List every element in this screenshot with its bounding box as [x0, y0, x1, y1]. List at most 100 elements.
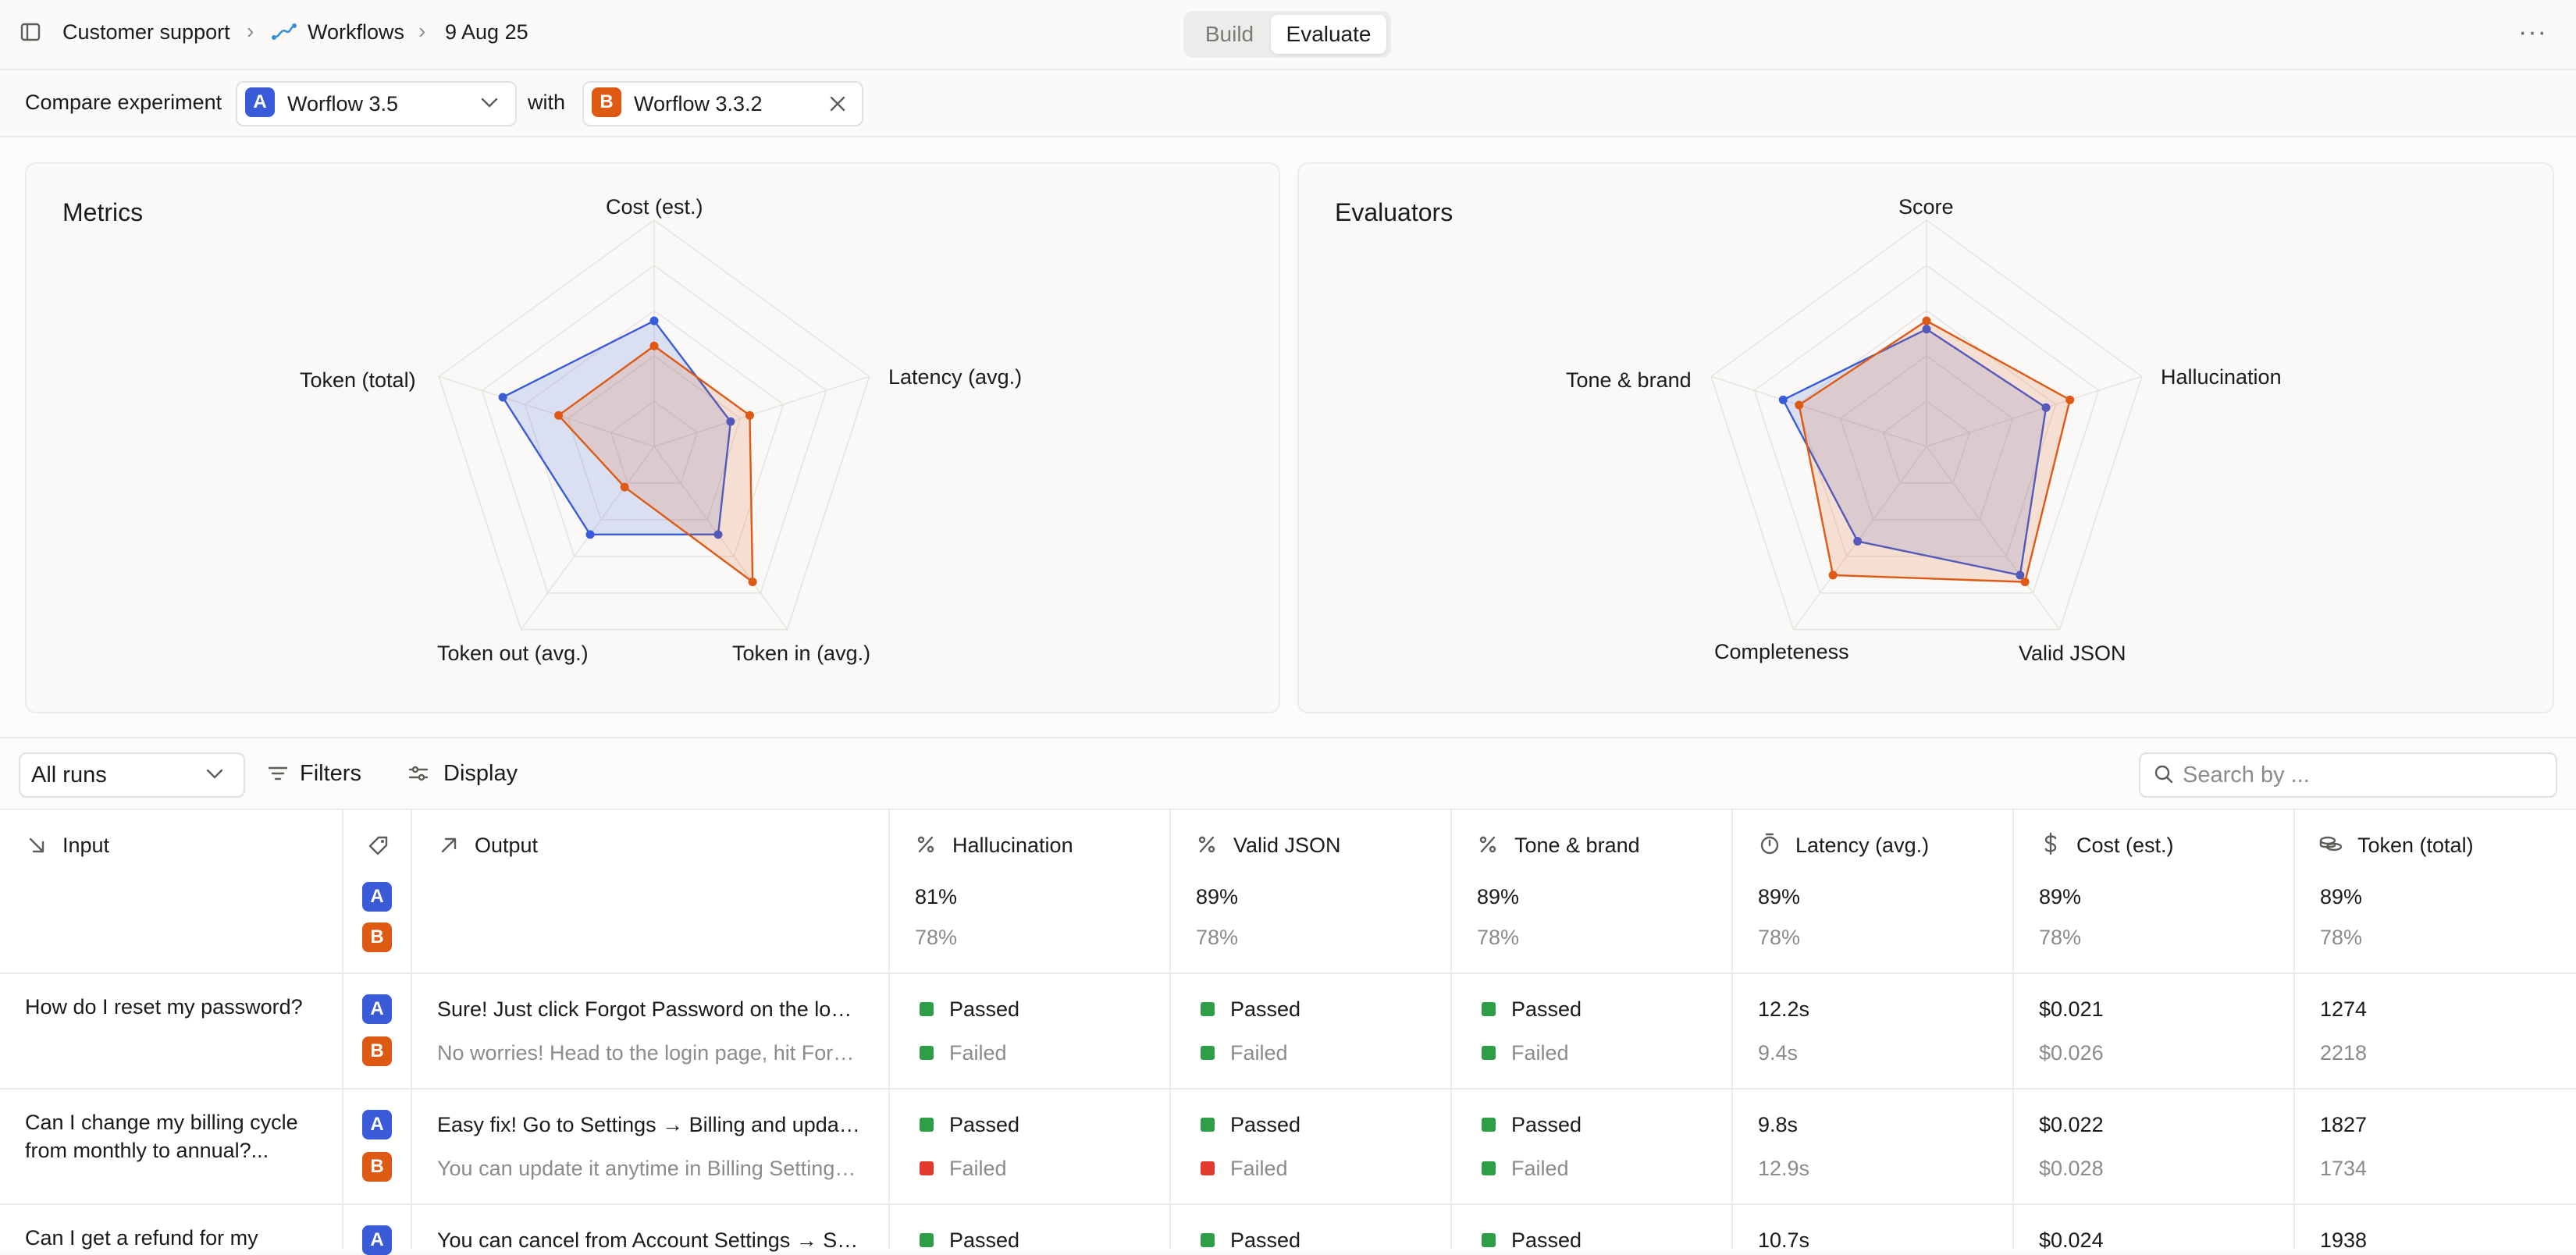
radar-point-b [1828, 571, 1838, 580]
radar-point-b [649, 341, 659, 350]
row-cost-b: $0.028 [2039, 1157, 2104, 1180]
coins-icon [2318, 834, 2343, 859]
series-a-tag: A [362, 994, 392, 1024]
runs-select[interactable]: All runs [19, 752, 245, 798]
series-b-tag: B [362, 923, 392, 952]
row-divider [0, 1203, 2576, 1205]
tag-icon [367, 834, 390, 861]
mode-switch: Build Evaluate [1183, 11, 1391, 58]
row-tone-a: Passed [1511, 1228, 1582, 1252]
series-b-tag: B [362, 1152, 392, 1182]
row-hallucination-a: Passed [949, 1113, 1020, 1136]
table-row[interactable] [0, 974, 2576, 1088]
summary-b-cost: 78% [2039, 926, 2082, 949]
percent-icon [1477, 834, 1499, 859]
with-label: with [528, 91, 566, 114]
radar-axis-line [520, 446, 655, 631]
column-header-output[interactable]: Output [475, 834, 539, 857]
close-icon[interactable] [827, 94, 848, 118]
column-header-valid-json[interactable]: Valid JSON [1233, 834, 1341, 857]
axis-label-tone: Tone & brand [1566, 368, 1692, 392]
column-header-input[interactable]: Input [62, 834, 110, 857]
row-divider [0, 1088, 2576, 1090]
radar-point-b [748, 578, 757, 587]
radar-point-a [1853, 537, 1863, 546]
row-latency-b: 9.4s [1758, 1041, 1799, 1065]
filters-button[interactable]: Filters [264, 754, 381, 793]
row-output-b: No worries! Head to the login page, hit … [437, 1041, 863, 1065]
row-input: Can I get a refund for my [25, 1226, 258, 1250]
filter-icon [267, 763, 289, 787]
col-divider [1731, 809, 1733, 1249]
status-dot-failed [920, 1161, 934, 1175]
table-row[interactable] [0, 1090, 2576, 1203]
runs-table [0, 809, 2576, 1250]
display-button[interactable]: Display [404, 754, 529, 793]
stopwatch-icon [1758, 832, 1781, 859]
radar-axis-line [653, 375, 870, 447]
row-input: How do I reset my password? [25, 995, 303, 1019]
experiment-a-name: Worflow 3.5 [287, 92, 399, 116]
tab-evaluate[interactable]: Evaluate [1271, 15, 1386, 54]
compare-label: Compare experiment [25, 91, 222, 114]
column-header-hallucination[interactable]: Hallucination [952, 834, 1073, 857]
radar-point-a [498, 393, 507, 402]
dollar-icon [2041, 832, 2061, 859]
radar-grid-ring [524, 310, 785, 557]
radar-point-a [1778, 395, 1788, 404]
radar-point-a [726, 417, 735, 426]
chevron-down-icon [205, 765, 225, 786]
row-valid-json-a: Passed [1230, 1228, 1301, 1252]
axis-label-completeness: Completeness [1714, 640, 1849, 663]
radar-point-b [1922, 316, 1931, 325]
percent-icon [915, 834, 937, 859]
radar-axis-line [438, 375, 655, 447]
sidebar-toggle-icon[interactable] [20, 22, 41, 46]
tab-build[interactable]: Build [1204, 22, 1254, 46]
sliders-icon [407, 763, 429, 787]
col-divider [2293, 809, 2295, 1249]
breadcrumb-workflows[interactable]: Workflows [308, 20, 405, 44]
row-tokens-a: 1938 [2320, 1228, 2368, 1252]
row-tone-b: Failed [1511, 1041, 1569, 1065]
workflow-icon [272, 22, 297, 46]
radar-grid-ring [481, 265, 827, 594]
experiment-a-select[interactable]: A Worflow 3.5 [236, 81, 517, 126]
column-header-tokens[interactable]: Token (total) [2357, 834, 2474, 857]
experiment-b-select[interactable]: B Worflow 3.3.2 [582, 81, 863, 126]
summary-a-tone: 89% [1477, 885, 1520, 908]
chevron-right-icon: › [247, 19, 254, 43]
axis-label-valid-json: Valid JSON [2019, 642, 2126, 665]
status-dot-passed [920, 1233, 934, 1247]
breadcrumb-date[interactable]: 9 Aug 25 [445, 20, 528, 44]
col-divider [2012, 809, 2014, 1249]
column-header-tone[interactable]: Tone & brand [1514, 834, 1640, 857]
row-tone-a: Passed [1511, 997, 1582, 1021]
radar-grid-ring [610, 400, 699, 484]
radar-grid-ring [438, 219, 870, 631]
column-header-latency[interactable]: Latency (avg.) [1795, 834, 1930, 857]
radar-point-a [713, 530, 723, 539]
col-divider [888, 809, 890, 1249]
column-header-cost[interactable]: Cost (est.) [2076, 834, 2174, 857]
more-options-icon[interactable]: ··· [2518, 17, 2547, 47]
radar-grid-ring [567, 355, 742, 521]
summary-b-latency: 78% [1758, 926, 1801, 949]
summary-b-hallucination: 78% [915, 926, 958, 949]
status-dot-failed [1201, 1161, 1215, 1175]
search-input[interactable]: Search by ... [2139, 752, 2557, 798]
status-dot-passed [1201, 1233, 1215, 1247]
radar-series-a [501, 319, 732, 536]
row-latency-a: 12.2s [1758, 997, 1810, 1021]
status-dot-passed [920, 1118, 934, 1132]
status-dot-passed [1201, 1118, 1215, 1132]
row-output-a: Easy fix! Go to Settings → Billing and u… [437, 1113, 863, 1136]
status-dot-passed [1482, 1161, 1496, 1175]
row-valid-json-b: Failed [1230, 1157, 1288, 1180]
radar-point-b [620, 482, 629, 492]
breadcrumb-customer-support[interactable]: Customer support [62, 20, 230, 44]
radar-charts [438, 219, 2143, 631]
radar-axis-line [1926, 375, 2143, 447]
row-tone-b: Failed [1511, 1157, 1569, 1180]
radar-axis-line [653, 446, 788, 631]
